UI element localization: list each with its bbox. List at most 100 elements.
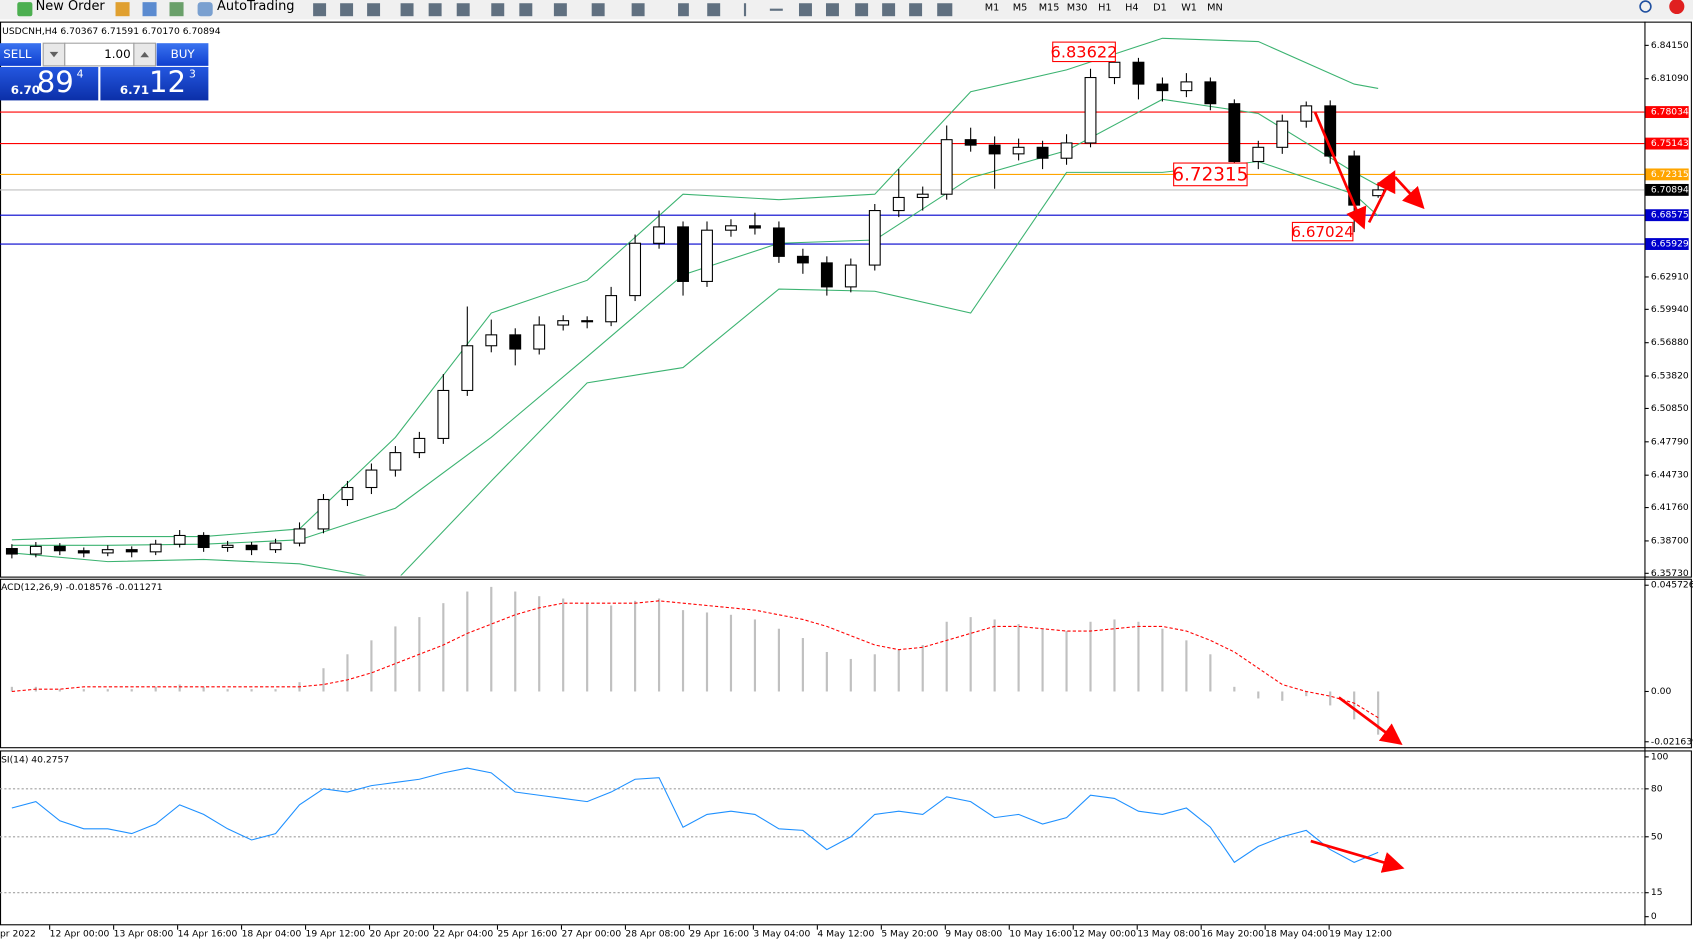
arrow: [1313, 111, 1367, 230]
tool-icon[interactable]: [340, 3, 354, 17]
macd-bar: [993, 619, 996, 692]
candle-body: [437, 389, 450, 439]
macd-bar: [226, 689, 229, 692]
macd-bar: [202, 686, 205, 692]
timeframe-button[interactable]: M15: [1039, 3, 1060, 14]
candle-body: [341, 486, 354, 501]
new-order-icon[interactable]: [17, 2, 33, 17]
timeframe-button[interactable]: H1: [1098, 3, 1111, 14]
tool-icon[interactable]: [631, 3, 645, 17]
x-tick-label: 9 May 08:00: [945, 928, 1002, 939]
timeframe-button[interactable]: M1: [985, 3, 1000, 14]
timeframe-button[interactable]: M5: [1013, 3, 1028, 14]
tool-icon[interactable]: [313, 3, 327, 17]
rsi-chart: [0, 767, 1645, 894]
macd-bar: [1257, 691, 1260, 699]
ask-pips: 12: [149, 65, 186, 99]
macd-title: ACD(12,26,9) -0.018576 -0.011271: [1, 582, 162, 593]
tool-icon[interactable]: [937, 3, 953, 17]
candle-body: [701, 229, 713, 282]
tool-icon[interactable]: [825, 3, 839, 17]
macd-bar: [729, 614, 733, 692]
annotation-box: [1291, 221, 1354, 242]
tool-icon[interactable]: [491, 3, 505, 17]
tool-icon[interactable]: [855, 3, 869, 17]
arrow: [1310, 839, 1405, 873]
price-label-box: [1645, 137, 1689, 150]
candle-body: [964, 139, 977, 146]
buy-label[interactable]: BUY: [171, 47, 196, 61]
macd-bar: [274, 689, 277, 692]
macd-bar: [322, 668, 325, 692]
candle-body: [1012, 146, 1025, 155]
tool-icon[interactable]: [115, 2, 130, 17]
tool-icon[interactable]: [367, 3, 381, 17]
notification-badge[interactable]: [1669, 0, 1685, 15]
macd-bar: [1041, 628, 1044, 692]
macd-bar: [466, 591, 469, 692]
tool-icon[interactable]: [400, 3, 414, 17]
tool-icon[interactable]: [909, 3, 923, 17]
macd-bar: [370, 640, 373, 692]
arrow: [1338, 696, 1403, 745]
ask-box[interactable]: [100, 66, 209, 101]
arrow: [1394, 176, 1425, 210]
tool-icon[interactable]: [456, 3, 470, 17]
timeframe-button[interactable]: D1: [1153, 3, 1167, 14]
buy-button[interactable]: [156, 43, 209, 66]
y-tick-label: 0.045726: [1651, 580, 1693, 591]
x-tick-label: 14 Apr 16:00: [178, 928, 238, 939]
timeframe-button[interactable]: W1: [1181, 3, 1197, 14]
candle-body: [1036, 146, 1049, 159]
tool-icon[interactable]: [428, 3, 442, 17]
bid-pips: 89: [37, 65, 74, 99]
timeframe-button[interactable]: M30: [1067, 3, 1088, 14]
macd-bar: [1089, 621, 1092, 692]
new-order-button[interactable]: New Order: [36, 0, 106, 14]
tool-icon[interactable]: [142, 2, 157, 17]
toolbar-bg: [0, 0, 1693, 20]
macd-frame: [0, 578, 1692, 749]
toolbar: New Order AutoTrading: [0, 0, 1693, 20]
tool-icon[interactable]: [743, 3, 747, 17]
search-icon[interactable]: [1639, 0, 1652, 13]
sell-button[interactable]: [0, 43, 42, 66]
macd-bar: [130, 689, 133, 692]
sell-label[interactable]: SELL: [3, 47, 32, 61]
bid-point: 4: [77, 68, 84, 81]
x-tick-label: 3 May 04:00: [753, 928, 810, 939]
arrow: [1367, 170, 1396, 224]
tool-icon[interactable]: [553, 3, 567, 17]
candle-body: [77, 550, 90, 554]
macd-bar: [442, 603, 445, 692]
tool-icon[interactable]: [798, 3, 812, 17]
current-price-label: 6.70894: [1651, 184, 1689, 195]
tool-icon[interactable]: [169, 2, 184, 17]
candle-body: [365, 469, 378, 489]
candle-body: [125, 549, 138, 553]
one-click-panel: SELL 1.00 BUY 6.70 89 4 6.71 12 3: [0, 42, 209, 101]
x-tick-label: 19 May 12:00: [1329, 928, 1392, 939]
macd-bar: [106, 689, 109, 692]
macd-bar: [753, 619, 757, 692]
macd-bar: [1353, 691, 1356, 720]
annotation-box: [1173, 162, 1248, 187]
timeframe-button[interactable]: MN: [1207, 3, 1223, 14]
bid-box[interactable]: [0, 66, 99, 101]
tool-icon[interactable]: [882, 3, 896, 17]
x-tick-label: 12 May 00:00: [1073, 928, 1136, 939]
lot-value[interactable]: 1.00: [104, 47, 130, 61]
tool-icon[interactable]: [591, 3, 605, 17]
candle-body: [988, 144, 1001, 155]
tool-icon[interactable]: [519, 3, 533, 17]
macd-bar: [1377, 691, 1380, 735]
tool-icon[interactable]: [678, 3, 689, 17]
autotrading-button[interactable]: AutoTrading: [217, 0, 295, 14]
timeframe-button[interactable]: H4: [1125, 3, 1138, 14]
tool-icon[interactable]: [769, 8, 783, 11]
macd-bar: [1209, 654, 1212, 692]
macd-bar: [777, 628, 780, 692]
candle-body: [1300, 105, 1313, 122]
autotrading-icon[interactable]: [197, 2, 213, 17]
tool-icon[interactable]: [707, 3, 721, 17]
